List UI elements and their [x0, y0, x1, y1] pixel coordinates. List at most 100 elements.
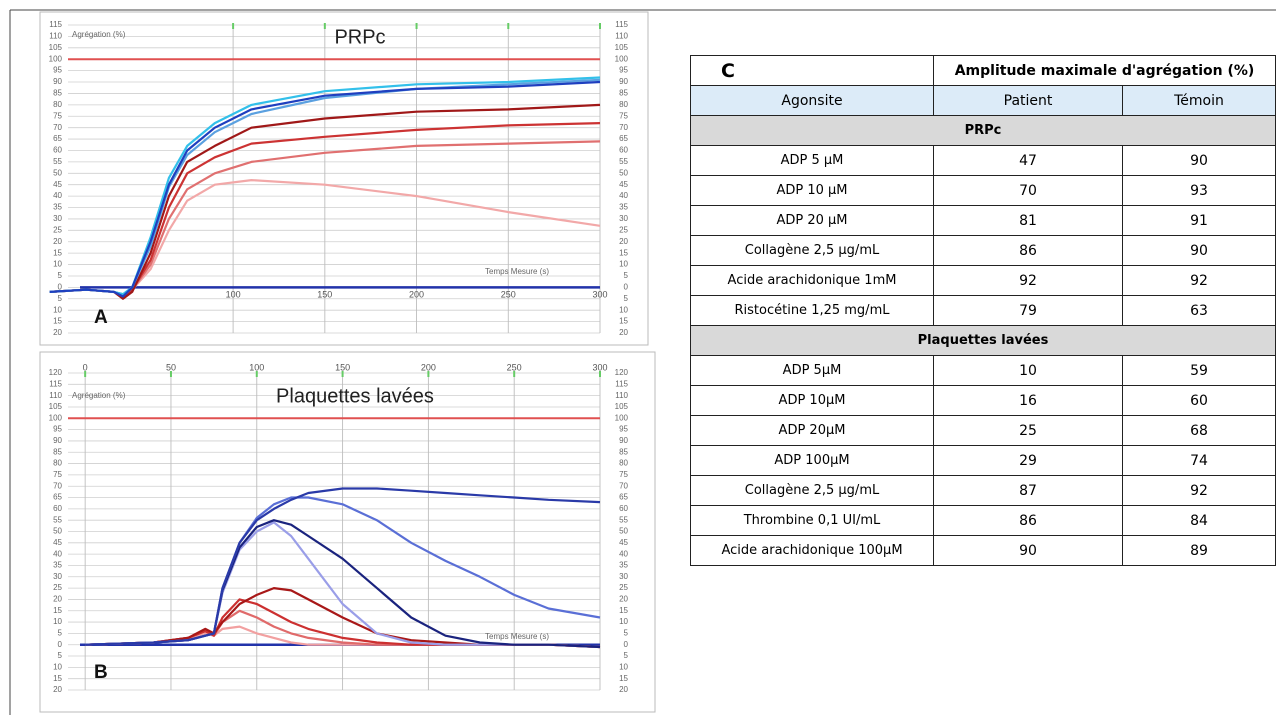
value-cell: 93	[1122, 175, 1276, 206]
y-tick-label-right: 10	[619, 617, 628, 626]
y-tick-label-right: 30	[619, 214, 628, 223]
value-cell: 86	[933, 235, 1123, 266]
chart-title: PRPc	[334, 26, 385, 48]
y-tick-label-right: 50	[619, 527, 628, 536]
y-tick-label-right: 5	[624, 629, 629, 638]
y-tick-label-right: 55	[619, 157, 628, 166]
panel-label: A	[94, 307, 108, 328]
section-name: Plaquettes lavées	[690, 325, 1276, 356]
value-cell: 91	[1122, 205, 1276, 236]
y-tick-label-right: 100	[615, 413, 629, 422]
x-tick-label: 300	[592, 290, 607, 300]
y-tick-label-right: 100	[615, 54, 629, 63]
value-cell: 81	[933, 205, 1123, 236]
y-tick-label: 120	[49, 368, 63, 377]
section-name: PRPc	[690, 115, 1276, 146]
agonist: Acide arachidonique 1mM	[690, 265, 934, 296]
x-axis-label: Temps Mesure (s)	[485, 267, 549, 276]
y-tick-label: 90	[53, 77, 62, 86]
value-cell: 10	[933, 355, 1123, 386]
y-tick-label: 10	[53, 260, 62, 269]
y-tick-label: 115	[49, 379, 62, 388]
y-tick-label: 30	[53, 214, 62, 223]
value-cell: 92	[1122, 475, 1276, 506]
value-cell: 68	[1122, 415, 1276, 446]
y-tick-label-right: 85	[619, 89, 628, 98]
agonist: Thrombine 0,1 UI/mL	[690, 505, 934, 536]
y-tick-label-right: 0	[624, 640, 629, 649]
y-tick-label-right: 60	[619, 504, 628, 513]
results-table: C Amplitude maximale d'agrégation (%) Agon…	[690, 55, 1276, 566]
y-tick-label-right: 15	[619, 606, 628, 615]
agonist: ADP 10 µM	[690, 175, 934, 206]
y-tick-label: 40	[53, 191, 62, 200]
y-tick-label: 35	[53, 203, 62, 212]
data-row: ADP 10 µM 70 93	[690, 175, 1276, 206]
x-tick-label: 250	[501, 290, 516, 300]
y-tick-label-right: 20	[619, 595, 628, 604]
y-tick-label-right: 25	[619, 225, 628, 234]
y-tick-label-right: 15	[619, 674, 628, 683]
y-tick-label-right: 115	[615, 379, 628, 388]
x-tick-label: 100	[249, 362, 264, 372]
y-tick-label-right: 60	[619, 146, 628, 155]
y-tick-label: 65	[53, 493, 62, 502]
y-tick-label: 80	[53, 459, 62, 468]
agonist: Ristocétine 1,25 mg/mL	[690, 295, 934, 326]
agonist: Collagène 2,5 µg/mL	[690, 235, 934, 266]
y-tick-label: 60	[53, 504, 62, 513]
y-tick-label-right: 95	[619, 66, 628, 75]
y-tick-label: 35	[53, 561, 62, 570]
x-tick-label: 150	[335, 362, 350, 372]
value-cell: 63	[1122, 295, 1276, 326]
y-tick-label: 85	[53, 447, 62, 456]
y-tick-label-right: 15	[619, 317, 628, 326]
y-tick-label: 10	[53, 305, 62, 314]
x-tick-label: 200	[421, 362, 436, 372]
y-tick-label-right: 10	[619, 260, 628, 269]
data-row: ADP 20 µM 81 91	[690, 205, 1276, 236]
y-tick-label-right: 5	[624, 271, 629, 280]
data-row: ADP 10µM 16 60	[690, 385, 1276, 416]
value-cell: 90	[933, 535, 1123, 566]
panel-label: C	[690, 55, 934, 86]
value-cell: 92	[1122, 265, 1276, 296]
y-tick-label: 50	[53, 527, 62, 536]
y-tick-label-right: 90	[619, 436, 628, 445]
data-row: ADP 100µM 29 74	[690, 445, 1276, 476]
value-cell: 25	[933, 415, 1123, 446]
y-tick-label: 85	[53, 89, 62, 98]
y-axis-label: Agrégation (%)	[72, 30, 126, 39]
agonist: Collagène 2,5 µg/mL	[690, 475, 934, 506]
panel-frame	[39, 351, 656, 713]
y-tick-label-right: 75	[619, 111, 628, 120]
value-cell: 29	[933, 445, 1123, 476]
table-title: Amplitude maximale d'agrégation (%)	[933, 55, 1276, 86]
y-tick-label: 25	[53, 583, 62, 592]
y-tick-label-right: 55	[619, 515, 628, 524]
y-tick-label-right: 35	[619, 561, 628, 570]
x-tick-label: 200	[409, 290, 424, 300]
y-tick-label-right: 80	[619, 100, 628, 109]
y-tick-label-right: 20	[619, 328, 628, 337]
y-tick-label-right: 45	[619, 538, 628, 547]
aggregation-curve	[49, 80, 601, 298]
panel-frame	[39, 11, 649, 346]
x-tick-label: 150	[317, 290, 332, 300]
y-tick-label: 15	[53, 606, 62, 615]
value-cell: 70	[933, 175, 1123, 206]
y-tick-label-right: 110	[615, 32, 628, 41]
y-tick-label: 20	[53, 685, 62, 694]
y-tick-label-right: 110	[615, 391, 628, 400]
y-tick-label: 110	[49, 32, 62, 41]
y-tick-label-right: 5	[624, 651, 629, 660]
value-cell: 60	[1122, 385, 1276, 416]
y-tick-label-right: 75	[619, 470, 628, 479]
y-tick-label: 95	[53, 425, 62, 434]
y-tick-label-right: 0	[624, 282, 629, 291]
data-row: Thrombine 0,1 UI/mL 86 84	[690, 505, 1276, 536]
y-tick-label: 60	[53, 146, 62, 155]
value-cell: 59	[1122, 355, 1276, 386]
x-tick-label: 300	[592, 362, 607, 372]
